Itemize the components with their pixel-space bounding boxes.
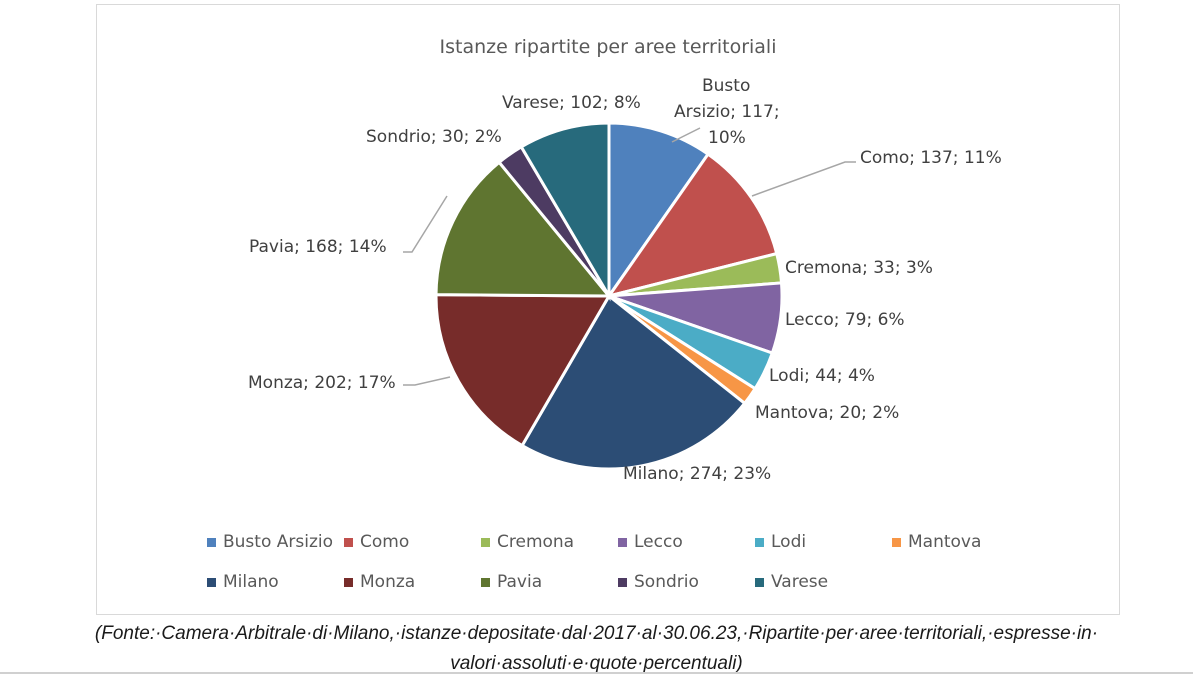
label-monza: Monza; 202; 17% — [248, 373, 396, 393]
label-cremona: Cremona; 33; 3% — [785, 258, 933, 278]
leader-line-como — [751, 161, 856, 197]
legend-label: Sondrio — [634, 572, 699, 592]
legend-label: Lodi — [771, 532, 807, 552]
legend-swatch — [481, 577, 490, 587]
leader-lines — [403, 127, 856, 386]
legend-swatch — [344, 537, 353, 547]
label-busto-line1: Busto — [702, 76, 751, 96]
pie-slice-monza — [434, 293, 612, 448]
legend-swatch — [344, 577, 353, 587]
pie-slice-pavia — [434, 160, 613, 298]
pie-slice-milano — [520, 293, 747, 471]
legend-item-monza: Monza — [344, 572, 415, 592]
legend-label: Mantova — [908, 532, 982, 552]
legend-item-pavia: Pavia — [481, 572, 542, 592]
label-varese: Varese; 102; 8% — [502, 93, 641, 113]
label-milano: Milano; 274; 23% — [623, 464, 772, 484]
label-mantova: Mantova; 20; 2% — [755, 403, 900, 423]
legend-item-lodi: Lodi — [755, 532, 806, 552]
legend-label: Pavia — [497, 572, 543, 592]
legend-swatch — [618, 537, 627, 547]
legend-item-milano: Milano — [207, 572, 279, 592]
source-caption: (Fonte:·Camera·Arbitrale·di·Milano,·ista… — [0, 619, 1193, 679]
legend-swatch — [618, 577, 627, 587]
legend-swatch — [892, 537, 901, 547]
legend-item-sondrio: Sondrio — [618, 572, 699, 592]
legend-label: Monza — [360, 572, 416, 592]
legend-swatch — [207, 577, 216, 587]
caption-line-1: (Fonte:·Camera·Arbitrale·di·Milano,·ista… — [94, 623, 1099, 644]
label-pavia: Pavia; 168; 14% — [249, 237, 387, 257]
chart-title: Istanze ripartite per aree territoriali — [439, 36, 777, 58]
legend-item-como: Como — [344, 532, 409, 552]
pie-slice-varese — [519, 121, 611, 302]
legend-item-cremona: Cremona — [481, 532, 574, 552]
caption-line-2: valori·assoluti·e·quote·percentuali) — [450, 653, 743, 674]
legend-label: Lecco — [634, 532, 683, 552]
label-busto-line2: Arsizio; 117; — [674, 102, 780, 122]
legend-label: Busto Arsizio — [223, 532, 334, 552]
legend-swatch — [755, 577, 764, 587]
legend-label: Varese — [771, 572, 829, 592]
leader-line-busto — [671, 127, 701, 143]
label-busto-line3: 10% — [708, 128, 746, 148]
pie-slice-como — [605, 152, 779, 299]
pie-slice-busto-arsizio — [607, 121, 711, 301]
pie-slices — [434, 121, 784, 471]
legend-label: Como — [360, 532, 410, 552]
leader-line-pavia — [403, 195, 448, 253]
label-lodi: Lodi; 44; 4% — [769, 366, 875, 386]
legend-label: Cremona — [497, 532, 575, 552]
legend-label: Milano — [223, 572, 279, 592]
label-sondrio: Sondrio; 30; 2% — [366, 127, 502, 147]
label-como: Como; 137; 11% — [860, 148, 1002, 168]
divider — [0, 672, 1193, 674]
legend-swatch — [481, 537, 490, 547]
legend-item-mantova: Mantova — [892, 532, 981, 552]
legend-item-busto-arsizio: Busto Arsizio — [207, 532, 333, 552]
legend-swatch — [755, 537, 764, 547]
label-lecco: Lecco; 79; 6% — [785, 310, 905, 330]
legend-swatch — [207, 537, 216, 547]
legend-item-varese: Varese — [755, 572, 828, 592]
legend-item-lecco: Lecco — [618, 532, 683, 552]
leader-line-monza — [403, 376, 451, 386]
